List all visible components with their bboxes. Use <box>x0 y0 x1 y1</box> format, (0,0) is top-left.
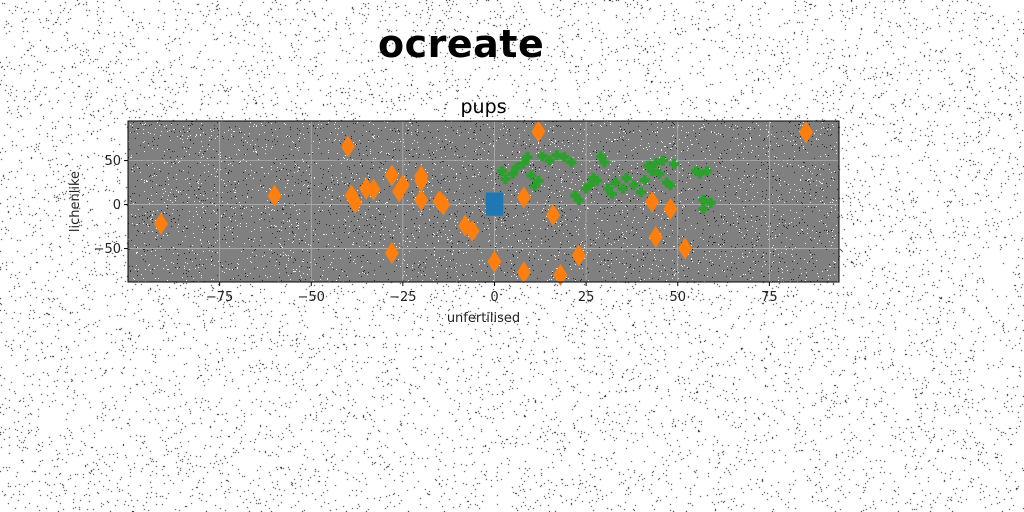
data-point-diamond <box>153 212 168 235</box>
data-point-diamond <box>414 169 429 192</box>
data-point-plus <box>702 166 713 177</box>
data-point-plus <box>533 175 544 186</box>
data-point-plus <box>522 152 533 163</box>
data-point-plus <box>595 151 606 162</box>
x-tick-label: −50 <box>298 290 325 305</box>
data-point-diamond <box>531 120 546 143</box>
data-point-plus <box>526 170 537 181</box>
data-point-diamond <box>395 174 410 197</box>
data-point-diamond <box>465 219 480 242</box>
x-tick-label: 0 <box>490 290 498 305</box>
data-point-plus <box>698 195 709 206</box>
data-point-diamond <box>384 241 399 264</box>
data-point-plus <box>544 155 555 166</box>
plot-area <box>128 121 839 282</box>
y-axis-label: lichenlike <box>68 171 83 232</box>
data-point-plus <box>584 180 595 191</box>
data-point-diamond <box>267 184 282 207</box>
data-point-plus <box>650 158 661 169</box>
x-tick-label: −25 <box>389 290 416 305</box>
data-point-diamond <box>340 135 355 158</box>
data-point-plus <box>669 159 680 170</box>
data-point-diamond <box>516 186 531 209</box>
data-point-plus <box>654 168 665 179</box>
data-point-plus <box>592 175 603 186</box>
data-point-plus <box>658 155 669 166</box>
data-point-plus <box>610 177 621 188</box>
y-tick-label: 0 <box>113 198 121 213</box>
data-point-plus <box>599 157 610 168</box>
data-points <box>153 120 814 286</box>
data-point-plus <box>518 158 529 169</box>
data-point-diamond <box>487 250 502 273</box>
chart-title: pups <box>460 96 506 118</box>
data-point-diamond <box>799 121 814 144</box>
grid-lines <box>128 121 839 282</box>
data-point-plus <box>617 183 628 194</box>
data-point-plus <box>507 168 518 179</box>
data-point-square <box>485 205 496 216</box>
x-tick-label: 75 <box>761 290 778 305</box>
data-point-plus <box>639 174 650 185</box>
data-point-square <box>493 205 504 216</box>
data-point-diamond <box>571 244 586 267</box>
data-point-plus <box>496 166 507 177</box>
y-tick-label: −50 <box>94 242 121 257</box>
x-tick-label: 50 <box>669 290 686 305</box>
plot-frame <box>127 120 840 283</box>
data-point-diamond <box>546 204 561 227</box>
x-axis-label: unfertilised <box>447 311 520 326</box>
data-point-plus <box>566 157 577 168</box>
data-point-diamond <box>678 237 693 260</box>
x-tick-label: 25 <box>578 290 595 305</box>
figure-title: ocreate <box>378 22 545 66</box>
y-tick-label: 50 <box>104 154 121 169</box>
axis-ticks: −75 −50 −25 0 25 50 75 −50 0 50 <box>94 154 778 305</box>
data-point-plus <box>636 187 647 198</box>
data-point-plus <box>705 197 716 208</box>
data-point-plus <box>511 162 522 173</box>
data-point-plus <box>647 166 658 177</box>
data-point-plus <box>537 151 548 162</box>
data-point-plus <box>628 180 639 191</box>
data-point-diamond <box>366 178 381 201</box>
data-point-diamond <box>648 226 663 249</box>
x-tick-label: −75 <box>206 290 233 305</box>
data-point-plus <box>665 180 676 191</box>
data-point-plus <box>500 174 511 185</box>
data-point-plus <box>694 168 705 179</box>
data-point-plus <box>559 152 570 163</box>
data-point-plus <box>621 173 632 184</box>
data-point-diamond <box>663 197 678 220</box>
data-point-plus <box>606 189 617 200</box>
data-point-plus <box>698 203 709 214</box>
data-point-diamond <box>384 164 399 187</box>
data-point-diamond <box>553 263 568 286</box>
data-point-diamond <box>348 191 363 214</box>
data-point-diamond <box>516 261 531 284</box>
data-point-diamond <box>436 193 451 216</box>
data-point-diamond <box>645 190 660 213</box>
data-point-plus <box>573 195 584 206</box>
data-point-diamond <box>414 189 429 212</box>
